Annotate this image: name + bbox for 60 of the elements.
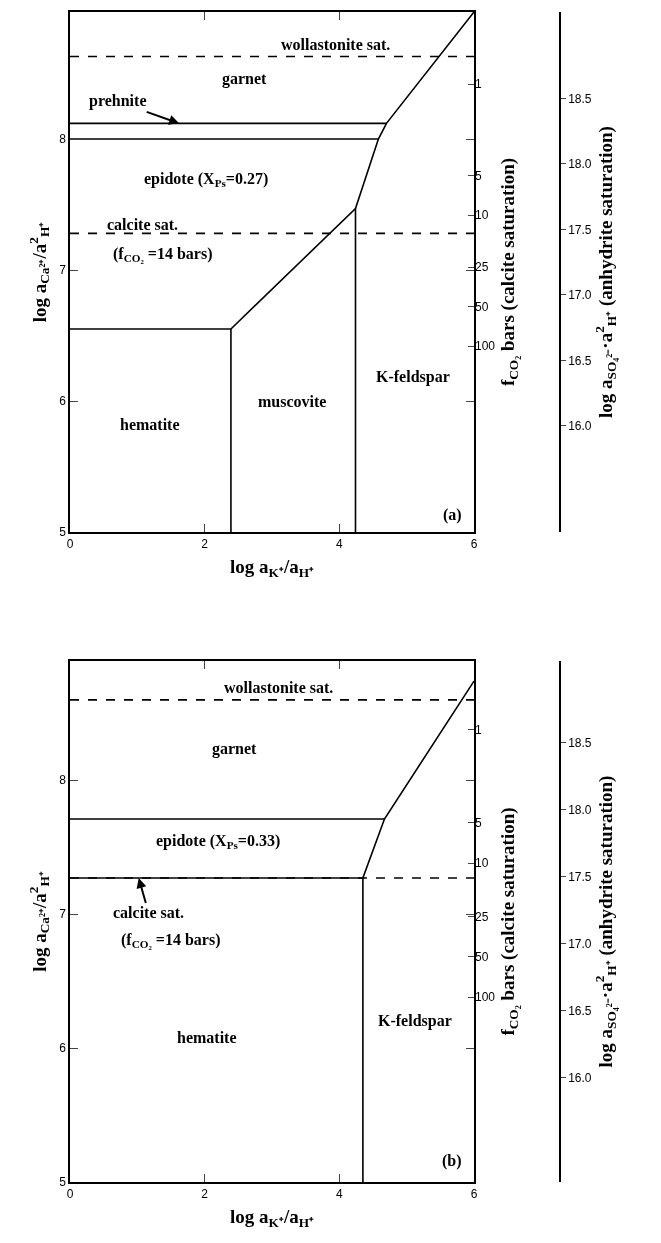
x-axis-title: log a$_{K⁺}$/a$_{H⁺}$ xyxy=(230,556,314,581)
annotation: calcite sat. xyxy=(113,904,185,921)
y3-tick-label: 16.5 xyxy=(568,1003,592,1018)
y3-tick-label: 16.0 xyxy=(568,1070,592,1085)
y2-tick-label: 25 xyxy=(475,260,489,275)
annotation: epidote (X$_{Ps}$=0.33) xyxy=(156,832,281,852)
y-tick-label: 8 xyxy=(59,773,67,788)
x-tick-label: 4 xyxy=(335,537,343,552)
y3-tick-label: 16.5 xyxy=(568,353,592,368)
annotation: hematite xyxy=(177,1029,237,1046)
annotation: calcite sat. xyxy=(107,216,179,233)
annotation: garnet xyxy=(212,740,258,758)
y-tick-label: 6 xyxy=(59,1041,67,1056)
y2-tick-label: 5 xyxy=(475,816,482,831)
annotation: (f$_{CO₂}$ =14 bars) xyxy=(113,245,213,265)
x-tick-label: 0 xyxy=(66,1187,74,1202)
annotation: muscovite xyxy=(258,393,327,410)
x-tick-label: 6 xyxy=(470,1187,478,1202)
y3-tick-label: 18.0 xyxy=(568,157,592,172)
annotation: prehnite xyxy=(89,92,147,110)
y-tick-label: 7 xyxy=(59,907,67,922)
y2-tick-label: 5 xyxy=(475,168,482,183)
y3-tick-label: 16.0 xyxy=(568,419,592,434)
y2-tick-label: 1 xyxy=(475,722,482,737)
y2-tick-label: 100 xyxy=(475,339,496,354)
annotation: (f$_{CO₂}$ =14 bars) xyxy=(121,931,221,951)
y2-tick-label: 100 xyxy=(475,990,496,1005)
y2-tick-label: 10 xyxy=(475,856,489,871)
y-tick-label: 6 xyxy=(59,394,67,409)
y2-tick-label: 50 xyxy=(475,299,489,314)
y3-tick-label: 18.5 xyxy=(568,91,592,106)
annotation: (b) xyxy=(442,1152,462,1170)
annotation: hematite xyxy=(120,416,180,433)
y3-tick-label: 17.5 xyxy=(568,222,592,237)
y3-tick-label: 18.0 xyxy=(568,802,592,817)
annotation: K-feldspar xyxy=(376,368,450,386)
y2-tick-label: 1 xyxy=(475,77,482,92)
y2-tick-label: 50 xyxy=(475,950,489,965)
x-tick-label: 4 xyxy=(335,1187,343,1202)
annotation: garnet xyxy=(222,70,268,88)
annotation: epidote (X$_{Ps}$=0.27) xyxy=(144,170,269,190)
y3-tick-label: 18.5 xyxy=(568,735,592,750)
x-tick-label: 6 xyxy=(470,537,478,552)
x-tick-label: 2 xyxy=(201,537,209,552)
annotation: K-feldspar xyxy=(378,1012,452,1030)
x-tick-label: 2 xyxy=(201,1187,209,1202)
annotation: (a) xyxy=(443,506,462,524)
y2-tick-label: 10 xyxy=(475,208,489,223)
y-tick-label: 5 xyxy=(59,525,67,540)
y2-tick-label: 25 xyxy=(475,909,489,924)
y3-tick-label: 17.5 xyxy=(568,869,592,884)
x-tick-label: 0 xyxy=(66,537,74,552)
annotation: wollastonite sat. xyxy=(281,36,391,53)
y-tick-label: 7 xyxy=(59,263,67,278)
annotation: wollastonite sat. xyxy=(224,679,334,696)
y3-tick-label: 17.0 xyxy=(568,288,592,303)
y3-tick-label: 17.0 xyxy=(568,936,592,951)
x-axis-title: log a$_{K⁺}$/a$_{H⁺}$ xyxy=(230,1206,314,1231)
y-tick-label: 8 xyxy=(59,132,67,147)
y-tick-label: 5 xyxy=(59,1175,67,1190)
